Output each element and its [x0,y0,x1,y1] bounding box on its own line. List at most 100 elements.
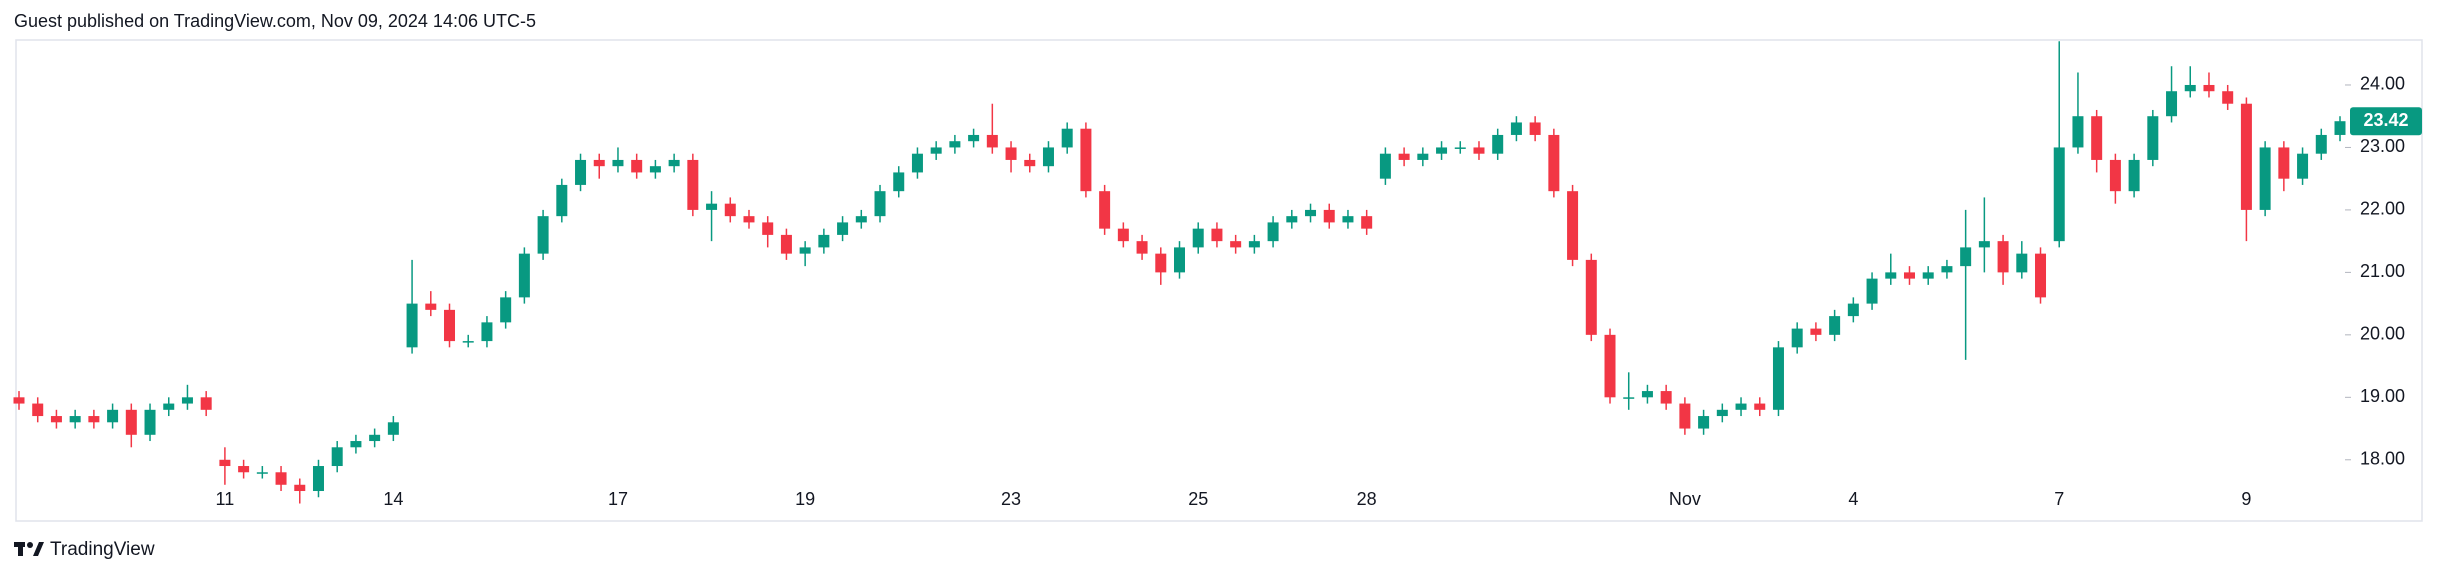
chart-frame [15,39,2423,522]
candle-body [331,447,343,467]
candle-body [2016,253,2028,273]
candle-body [462,341,474,343]
candle-body [2259,147,2271,210]
candle-body [2334,121,2346,135]
candle-body [1754,403,1766,410]
candle-body [50,416,62,423]
candle-body [1623,397,1635,399]
y-tick-label: 22.00 [2360,199,2405,219]
candle-body [1436,147,1448,154]
x-tick-label: 23 [1001,489,1021,509]
candle-body [818,234,830,248]
candle-body [1417,153,1429,160]
candle-body [1735,403,1747,410]
x-tick-label: 14 [383,489,403,509]
y-tick-label: 24.00 [2360,74,2405,94]
candle-body [369,434,381,442]
candle-body [444,309,456,342]
candle-body [1660,391,1672,404]
candle-body [837,222,849,235]
x-tick-label: 11 [216,489,235,509]
candle-body [294,484,306,492]
candle-body [2315,134,2327,154]
candle-body [387,422,399,435]
candle-body [481,322,493,342]
candle-body [1698,416,1710,429]
candle-body [1248,241,1260,248]
x-tick-label: Nov [1669,489,1701,509]
candle-body [1567,191,1579,260]
candle-body [69,416,81,423]
candle-body [2222,91,2234,104]
candle-body [144,409,156,435]
candle-body [2128,159,2140,192]
candle-body [1099,191,1111,229]
candle-body [949,141,961,148]
candle-body [911,153,923,173]
candle-body [762,222,774,235]
candle-body [1548,134,1560,192]
candle-body [593,159,605,167]
candle-body [425,303,437,310]
candle-body [2053,147,2065,242]
candle-body [1061,128,1073,148]
candle-body [2147,116,2159,160]
candle-body [1323,209,1335,223]
footer-brand: TradingView [50,539,155,560]
candle-body [1510,122,1522,135]
candle-body [1847,303,1859,317]
x-tick-label: 25 [1188,489,1208,509]
candle-body [275,472,287,485]
candle-body [799,247,811,254]
x-tick-label: 19 [795,489,815,509]
candle-body [1286,216,1298,223]
candle-body [1978,241,1990,248]
candle-body [1903,272,1915,279]
candle-body [575,159,587,185]
candle-body [986,134,998,148]
y-tick-label: 23.00 [2360,136,2405,156]
candle-body [780,234,792,254]
candle-body [1005,147,1017,160]
candle-body [1772,347,1784,410]
candle-body [1136,241,1148,254]
candle-body [2184,84,2196,92]
candle-body [1529,122,1541,135]
header: Guest published on TradingView.com, Nov … [14,11,536,31]
candle-body [556,184,568,217]
candle-body [219,459,231,467]
candle-body [1960,247,1972,267]
logo [14,542,44,556]
candle-body [1155,253,1167,273]
candle-body [1791,328,1803,348]
candle-body [107,409,119,423]
candle-body [968,134,980,142]
candle-body [2091,116,2103,160]
last-price-label: 23.42 [2363,110,2408,130]
candle-body [1492,134,1504,154]
candle-body [350,441,362,448]
y-tick-label: 18.00 [2360,449,2405,469]
candle-body [238,466,250,473]
candle-body [1810,328,1822,335]
candle-body [743,216,755,223]
candle-body [406,303,418,348]
candle-body [1885,272,1897,279]
candle-body [2297,153,2309,179]
y-tick-label: 21.00 [2360,261,2405,281]
candle-body [256,472,268,474]
candle-body [706,203,718,210]
candle-body [13,397,25,404]
candle-body [1716,409,1728,417]
candle-body [631,159,643,173]
x-tick-label: 17 [608,489,628,509]
x-tick-label: 4 [1848,489,1858,509]
candle-body [2240,103,2252,210]
candle-body [1679,403,1691,429]
candle-body [1305,209,1317,217]
candle-body [1361,216,1373,229]
candle-body [1585,259,1597,335]
candle-body [1230,241,1242,248]
candle-body [1829,316,1841,335]
